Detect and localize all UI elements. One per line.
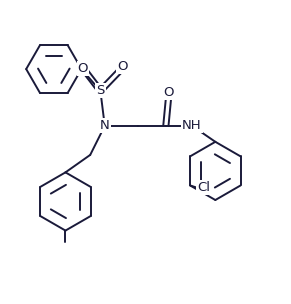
Text: O: O	[78, 62, 88, 75]
Text: NH: NH	[182, 119, 202, 132]
Text: Cl: Cl	[197, 181, 210, 194]
Text: O: O	[117, 60, 127, 73]
Text: O: O	[164, 86, 174, 99]
Text: S: S	[96, 85, 104, 97]
Text: N: N	[100, 119, 110, 132]
